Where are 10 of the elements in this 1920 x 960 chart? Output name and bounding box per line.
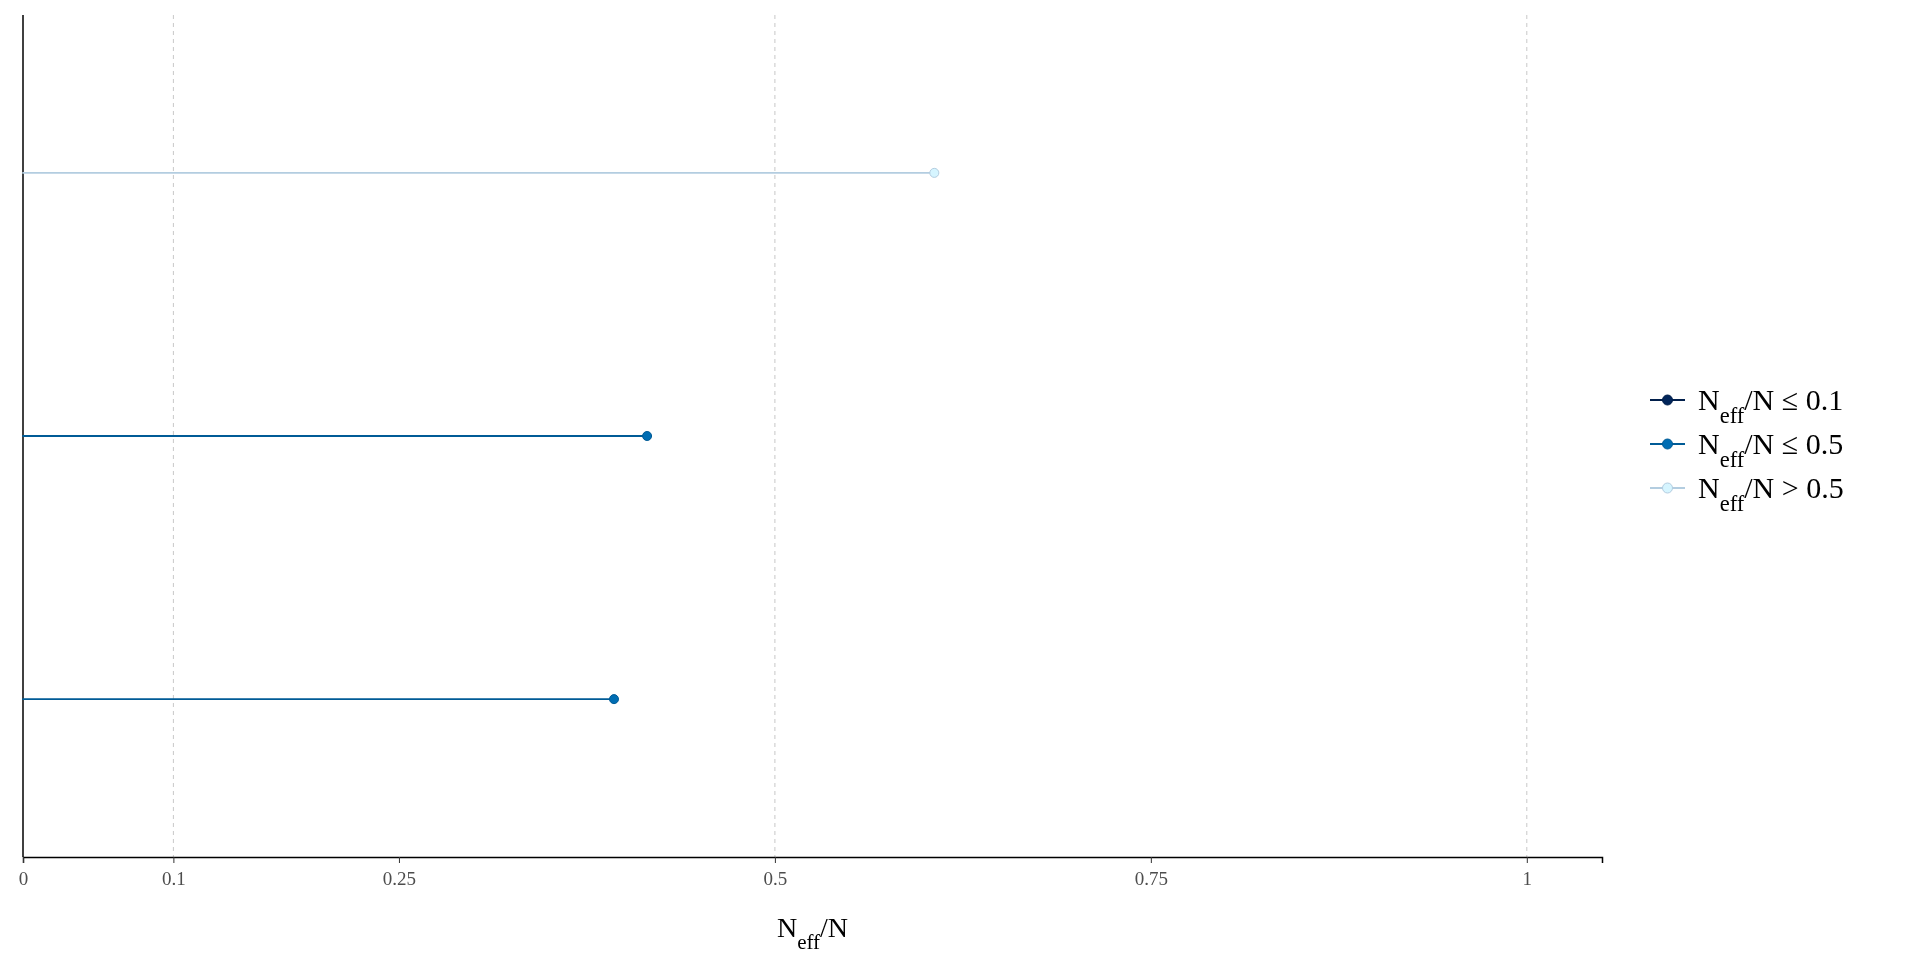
legend-label: N$_{eff}$/N ≤ 0.5 (1698, 427, 1844, 472)
x-tick-label: 1 (1522, 868, 1533, 889)
x-tick-label: 0.1 (162, 868, 186, 889)
x-tick-label: 0.75 (1134, 868, 1168, 889)
x-axis-title: N$_{eff}$/N (776, 912, 849, 954)
legend-label: N$_{eff}$/N > 0.5 (1698, 471, 1844, 516)
legend-label: N$_{eff}$/N ≤ 0.1 (1698, 383, 1844, 428)
x-tick-label: 0.25 (382, 868, 417, 889)
x-tick-label: 0 (18, 868, 29, 889)
x-tick-label: 0.5 (763, 868, 788, 889)
